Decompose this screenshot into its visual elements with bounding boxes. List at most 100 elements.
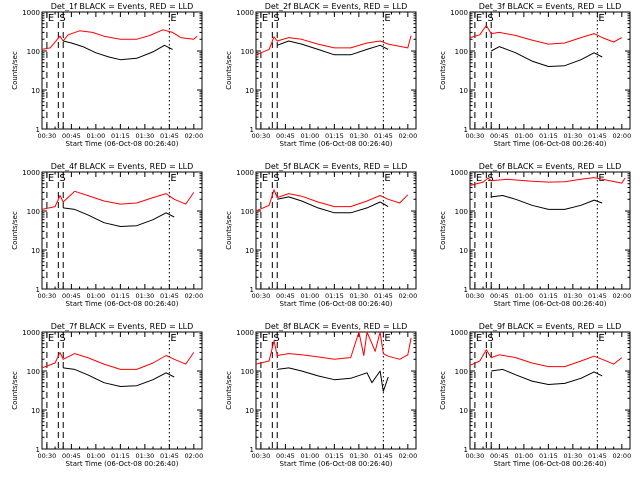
x-tick-label: 00:30 — [252, 452, 271, 460]
y-tick-label: 100 — [455, 368, 468, 376]
series-line-events — [277, 40, 389, 56]
event-marker-label: E — [384, 13, 390, 24]
series-line-lld — [255, 189, 409, 212]
event-marker-label: S — [59, 333, 65, 344]
x-tick-label: 01:45 — [588, 292, 607, 300]
x-tick-label: 01:30 — [349, 452, 368, 460]
x-tick-label: 02:00 — [612, 452, 631, 460]
y-tick-label: 10 — [31, 407, 40, 415]
series-line-lld — [255, 35, 412, 56]
y-axis-label: Counts/sec — [439, 51, 447, 90]
y-tick-label: 1000 — [450, 9, 468, 17]
x-tick-label: 00:45 — [62, 292, 81, 300]
event-marker-label: S — [487, 13, 493, 24]
x-tick-label: 01:15 — [539, 292, 558, 300]
x-tick-label: 01:00 — [515, 132, 534, 140]
plot-frame — [41, 331, 203, 450]
series-line-lld — [41, 29, 198, 50]
x-tick-label: 01:30 — [349, 132, 368, 140]
y-tick-label: 1000 — [450, 169, 468, 177]
y-tick-label: 100 — [27, 368, 40, 376]
x-axis-label: Start Time (06-Oct-08 00:26:40) — [494, 140, 607, 148]
plot-frame — [469, 331, 631, 450]
y-tick-label: 1 — [250, 286, 254, 294]
x-axis-label: Start Time (06-Oct-08 00:26:40) — [494, 460, 607, 468]
x-tick-label: 01:45 — [588, 452, 607, 460]
chart-panel-5: Det_5f BLACK = Events, RED = LLD 1 10 100 10… — [225, 162, 417, 308]
chart-title: Det_6f BLACK = Events, RED = LLD — [479, 162, 622, 171]
chart-title: Det_1f BLACK = Events, RED = LLD — [51, 2, 194, 11]
event-marker-label: E — [476, 13, 482, 24]
y-tick-label: 100 — [241, 208, 254, 216]
y-tick-label: 1 — [464, 286, 468, 294]
y-tick-label: 1000 — [236, 169, 254, 177]
series-line-events — [63, 207, 175, 227]
x-tick-label: 00:30 — [38, 452, 57, 460]
x-tick-label: 01:45 — [374, 292, 393, 300]
x-axis-label: Start Time (06-Oct-08 00:26:40) — [494, 300, 607, 308]
series-line-events — [491, 368, 603, 385]
event-marker-label: E — [476, 333, 482, 344]
event-marker-label: E — [476, 173, 482, 184]
chart-panel-2: Det_2f BLACK = Events, RED = LLD 1 10 100 10… — [225, 2, 417, 148]
chart-panel-6: Det_6f BLACK = Events, RED = LLD 1 10 100 10… — [439, 162, 631, 308]
x-tick-label: 02:00 — [612, 292, 631, 300]
x-tick-label: 01:45 — [588, 132, 607, 140]
x-tick-label: 00:30 — [252, 132, 271, 140]
x-tick-label: 02:00 — [184, 452, 203, 460]
event-marker-label: E — [598, 13, 604, 24]
x-tick-label: 01:15 — [111, 292, 130, 300]
x-tick-label: 01:15 — [111, 132, 130, 140]
x-tick-label: 01:15 — [539, 132, 558, 140]
x-tick-label: 00:45 — [276, 452, 295, 460]
chart-panel-3: Det_3f BLACK = Events, RED = LLD 1 10 100 10… — [439, 2, 631, 148]
y-axis-label: Counts/sec — [439, 371, 447, 410]
x-tick-label: 01:30 — [563, 132, 582, 140]
x-tick-label: 00:45 — [276, 292, 295, 300]
y-tick-label: 100 — [241, 48, 254, 56]
series-line-lld — [469, 25, 623, 45]
y-tick-label: 100 — [455, 208, 468, 216]
y-tick-label: 10 — [459, 247, 468, 255]
y-tick-label: 10 — [459, 407, 468, 415]
x-axis-label: Start Time (06-Oct-08 00:26:40) — [280, 140, 393, 148]
chart-panel-1: Det_1f BLACK = Events, RED = LLD 1 10 100 10… — [11, 2, 203, 148]
y-axis-label: Counts/sec — [11, 371, 19, 410]
y-tick-label: 1000 — [450, 329, 468, 337]
x-axis-label: Start Time (06-Oct-08 00:26:40) — [66, 140, 179, 148]
x-tick-label: 01:30 — [135, 292, 154, 300]
x-tick-label: 00:30 — [466, 292, 485, 300]
series-line-lld — [41, 351, 195, 370]
x-tick-label: 01:00 — [87, 452, 106, 460]
y-tick-label: 10 — [245, 407, 254, 415]
event-marker-label: E — [48, 173, 54, 184]
event-marker-label: S — [487, 333, 493, 344]
x-axis-label: Start Time (06-Oct-08 00:26:40) — [66, 300, 179, 308]
x-tick-label: 00:45 — [276, 132, 295, 140]
x-tick-label: 01:00 — [301, 292, 320, 300]
x-tick-label: 00:30 — [252, 292, 271, 300]
series-line-lld — [469, 177, 626, 186]
event-marker-label: E — [262, 173, 268, 184]
series-line-events — [277, 367, 389, 392]
x-tick-label: 00:30 — [466, 452, 485, 460]
x-tick-label: 02:00 — [184, 132, 203, 140]
x-tick-label: 01:15 — [111, 452, 130, 460]
y-axis-label: Counts/sec — [11, 211, 19, 250]
series-line-events — [63, 367, 175, 387]
y-tick-label: 10 — [31, 87, 40, 95]
chart-title: Det_2f BLACK = Events, RED = LLD — [265, 2, 408, 11]
chart-panel-4: Det_4f BLACK = Events, RED = LLD 1 10 100 10… — [11, 162, 203, 308]
event-marker-label: E — [170, 333, 176, 344]
event-marker-label: E — [384, 333, 390, 344]
y-axis-label: Counts/sec — [11, 51, 19, 90]
series-line-lld — [41, 190, 195, 210]
x-tick-label: 00:45 — [490, 452, 509, 460]
x-tick-label: 01:15 — [325, 132, 344, 140]
y-tick-label: 1 — [36, 126, 40, 134]
plot-frame — [469, 11, 631, 130]
y-tick-label: 100 — [241, 368, 254, 376]
x-tick-label: 01:30 — [563, 292, 582, 300]
event-marker-label: S — [59, 173, 65, 184]
